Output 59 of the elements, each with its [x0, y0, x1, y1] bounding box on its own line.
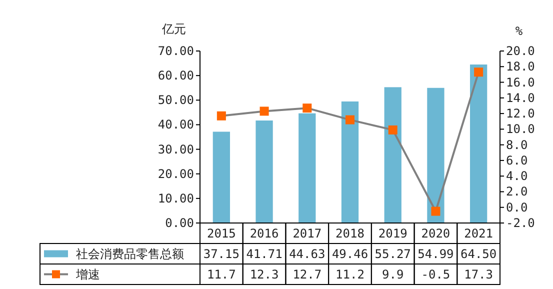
data-label: 49.46 — [332, 246, 368, 261]
point — [474, 68, 484, 77]
y-tick-label: 70.00 — [158, 44, 194, 58]
legend-label: 增速 — [75, 267, 100, 282]
bar — [212, 132, 230, 223]
data-label: -0.5 — [421, 267, 450, 282]
y2-tick-label: 0.0 — [506, 200, 528, 214]
y-tick-label: 30.00 — [158, 142, 194, 156]
bar — [470, 64, 488, 223]
y2-tick-label: 2.0 — [506, 184, 528, 199]
point — [431, 206, 440, 216]
legend-label: 社会消费品零售总额 — [76, 246, 184, 261]
x-tick-label: 2019 — [378, 226, 408, 240]
data-label: 17.3 — [464, 267, 494, 282]
data-label: 11.7 — [206, 267, 236, 282]
point — [388, 125, 398, 134]
y2-tick-label: 4.0 — [506, 169, 528, 184]
y2-tick-label: 10.0 — [506, 122, 535, 136]
point — [346, 115, 354, 124]
data-label: 55.27 — [374, 246, 411, 261]
y2-tick-label: 16.0 — [506, 75, 535, 90]
bar — [298, 113, 316, 223]
data-label: 12.3 — [250, 267, 279, 282]
y-tick-label: 0.00 — [165, 216, 194, 230]
y-tick-label: 20.00 — [158, 166, 194, 181]
y-axis-title: 亿元 — [161, 22, 186, 36]
y-tick-label: 10.00 — [158, 191, 194, 206]
y2-tick-label: 8.0 — [506, 138, 528, 152]
data-label: 41.71 — [246, 246, 282, 261]
data-label: 9.9 — [382, 267, 404, 282]
point — [302, 104, 312, 113]
data-label: 64.50 — [460, 246, 497, 261]
bar — [427, 88, 444, 223]
data-label: 11.2 — [336, 267, 364, 282]
y2-tick-label: 20.0 — [506, 44, 535, 58]
x-tick-label: 2015 — [206, 226, 236, 240]
y2-tick-label: 18.0 — [506, 60, 535, 74]
y2-axis-title: % — [515, 24, 524, 38]
bar — [341, 101, 359, 223]
y2-tick-label: -2.0 — [506, 216, 535, 230]
data-label: 44.63 — [289, 246, 326, 261]
data-label: 12.7 — [292, 267, 322, 282]
x-tick-label: 2020 — [421, 226, 450, 240]
y-tick-label: 50.00 — [158, 93, 194, 108]
x-tick-label: 2021 — [464, 226, 494, 240]
x-tick-label: 2017 — [292, 226, 322, 240]
x-tick-label: 2018 — [336, 226, 364, 240]
bar — [256, 120, 273, 223]
data-label: 54.99 — [418, 246, 454, 261]
y-tick-label: 60.00 — [158, 68, 194, 83]
y2-tick-label: 14.0 — [506, 90, 535, 105]
x-tick-label: 2016 — [250, 226, 279, 240]
y-tick-label: 40.00 — [158, 118, 194, 132]
y2-tick-label: 6.0 — [506, 153, 528, 168]
bar — [384, 87, 402, 223]
data-label: 37.15 — [203, 246, 240, 261]
point — [260, 106, 269, 116]
point — [216, 111, 226, 120]
y2-tick-label: 12.0 — [506, 106, 535, 121]
